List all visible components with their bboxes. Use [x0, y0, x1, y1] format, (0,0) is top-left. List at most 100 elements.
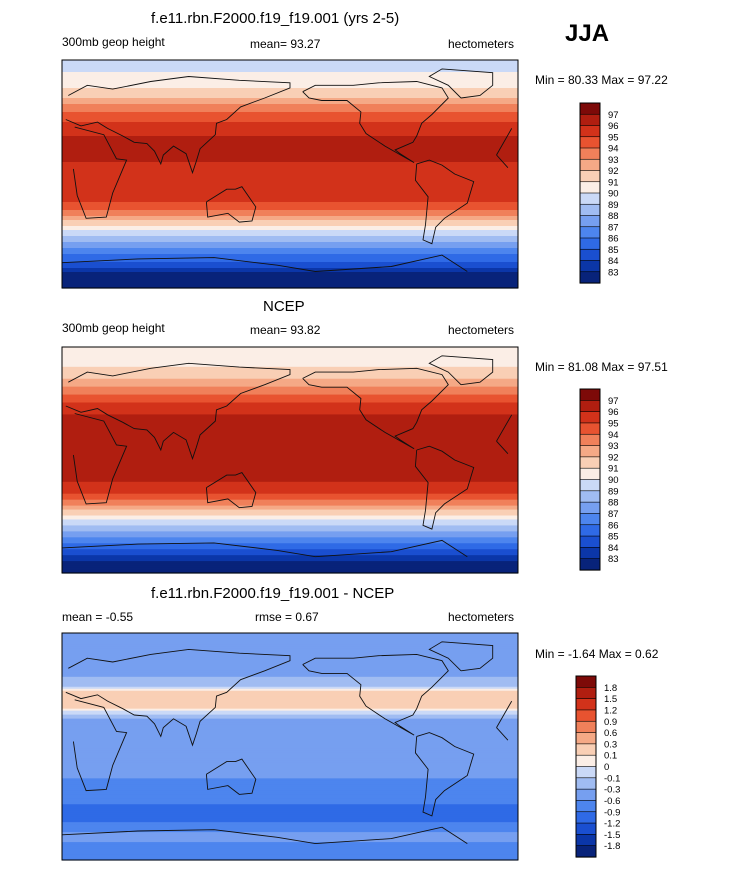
colorbar-swatch	[579, 456, 601, 469]
field-band	[62, 820, 518, 823]
field-band	[62, 499, 518, 503]
field-band	[62, 702, 518, 706]
panel-2-minmax: Min = 81.08 Max = 97.51	[535, 360, 668, 374]
field-band	[62, 356, 518, 360]
colorbar-swatch	[579, 203, 601, 217]
field-band	[62, 136, 518, 139]
field-band	[62, 442, 518, 445]
field-band	[62, 740, 518, 744]
field-band	[62, 172, 518, 175]
field-band	[62, 790, 518, 793]
field-band	[62, 672, 518, 676]
field-band	[62, 832, 518, 835]
field-band	[62, 248, 518, 251]
field-band	[62, 374, 518, 378]
colorbar-tick-label: -0.6	[604, 796, 620, 807]
field-band	[62, 495, 518, 499]
field-band	[62, 88, 518, 91]
field-band	[62, 70, 518, 73]
colorbar-tick-label: 92	[608, 452, 619, 463]
colorbar-swatch	[575, 732, 597, 745]
field-band	[62, 680, 518, 684]
colorbar-tick-label: 97	[608, 110, 619, 121]
panel-3-minmax: Min = -1.64 Max = 0.62	[535, 647, 659, 661]
coastline	[72, 699, 513, 792]
field-band	[62, 806, 518, 809]
field-band	[62, 460, 518, 463]
field-band	[62, 212, 518, 215]
colorbar-tick-label: 90	[608, 189, 619, 200]
field-band	[62, 485, 518, 489]
field-band	[62, 547, 518, 550]
field-band	[62, 822, 518, 825]
field-band	[62, 174, 518, 177]
field-band	[62, 682, 518, 686]
field-band	[62, 762, 518, 766]
field-band	[62, 541, 518, 544]
field-band	[62, 856, 518, 859]
field-band	[62, 382, 518, 386]
field-band	[62, 354, 518, 358]
field-band	[62, 652, 518, 656]
field-band	[62, 206, 518, 209]
field-band	[62, 716, 518, 720]
field-band	[62, 509, 518, 513]
field-band	[62, 802, 518, 805]
colorbar-tick-label: 1.8	[604, 683, 617, 694]
field-band	[62, 796, 518, 799]
field-band	[62, 116, 518, 119]
field-band	[62, 216, 518, 219]
field-band	[62, 563, 518, 566]
field-band	[62, 728, 518, 732]
field-band	[62, 202, 518, 205]
field-band	[62, 194, 518, 197]
field-band	[62, 814, 518, 817]
field-band	[62, 830, 518, 833]
field-band	[62, 533, 518, 536]
field-band	[62, 142, 518, 145]
field-band	[62, 262, 518, 265]
colorbar-tick-label: 86	[608, 520, 619, 531]
field-band	[62, 686, 518, 690]
field-band	[62, 531, 518, 534]
coastline	[414, 445, 475, 530]
colorbar-swatch	[575, 720, 597, 734]
field-band	[62, 176, 518, 179]
field-band	[62, 408, 518, 412]
field-band	[62, 420, 518, 423]
field-band	[62, 400, 518, 404]
field-band	[62, 708, 518, 712]
colorbar-swatch	[579, 147, 601, 160]
colorbar-frame	[579, 102, 601, 284]
field-band	[62, 752, 518, 756]
coastline	[302, 653, 449, 736]
colorbar-tick-label: 85	[608, 245, 619, 256]
field-band	[62, 376, 518, 380]
colorbar-tick-label: 84	[608, 256, 619, 267]
field-band	[62, 410, 518, 414]
field-band	[62, 852, 518, 855]
colorbar-swatch	[579, 524, 601, 537]
colorbar-tick-label: 91	[608, 177, 619, 188]
field-band	[62, 350, 518, 354]
field-band	[62, 694, 518, 698]
field-band	[62, 555, 518, 558]
field-band	[62, 732, 518, 736]
colorbar-tick-label: 94	[608, 144, 619, 155]
colorbar-swatch	[579, 271, 601, 284]
field-band	[62, 92, 518, 95]
season-label: JJA	[565, 20, 610, 47]
field-band	[62, 720, 518, 724]
colorbar-swatch	[575, 754, 597, 768]
field-band	[62, 736, 518, 740]
colorbar-swatch	[579, 158, 601, 172]
field-band	[62, 704, 518, 708]
field-band	[62, 384, 518, 388]
colorbar-swatch	[579, 433, 601, 447]
field-band	[62, 505, 518, 509]
field-band	[62, 483, 518, 487]
field-band	[62, 428, 518, 431]
field-band	[62, 846, 518, 849]
colorbar-tick-label: 94	[608, 430, 619, 441]
field-band	[62, 168, 518, 171]
